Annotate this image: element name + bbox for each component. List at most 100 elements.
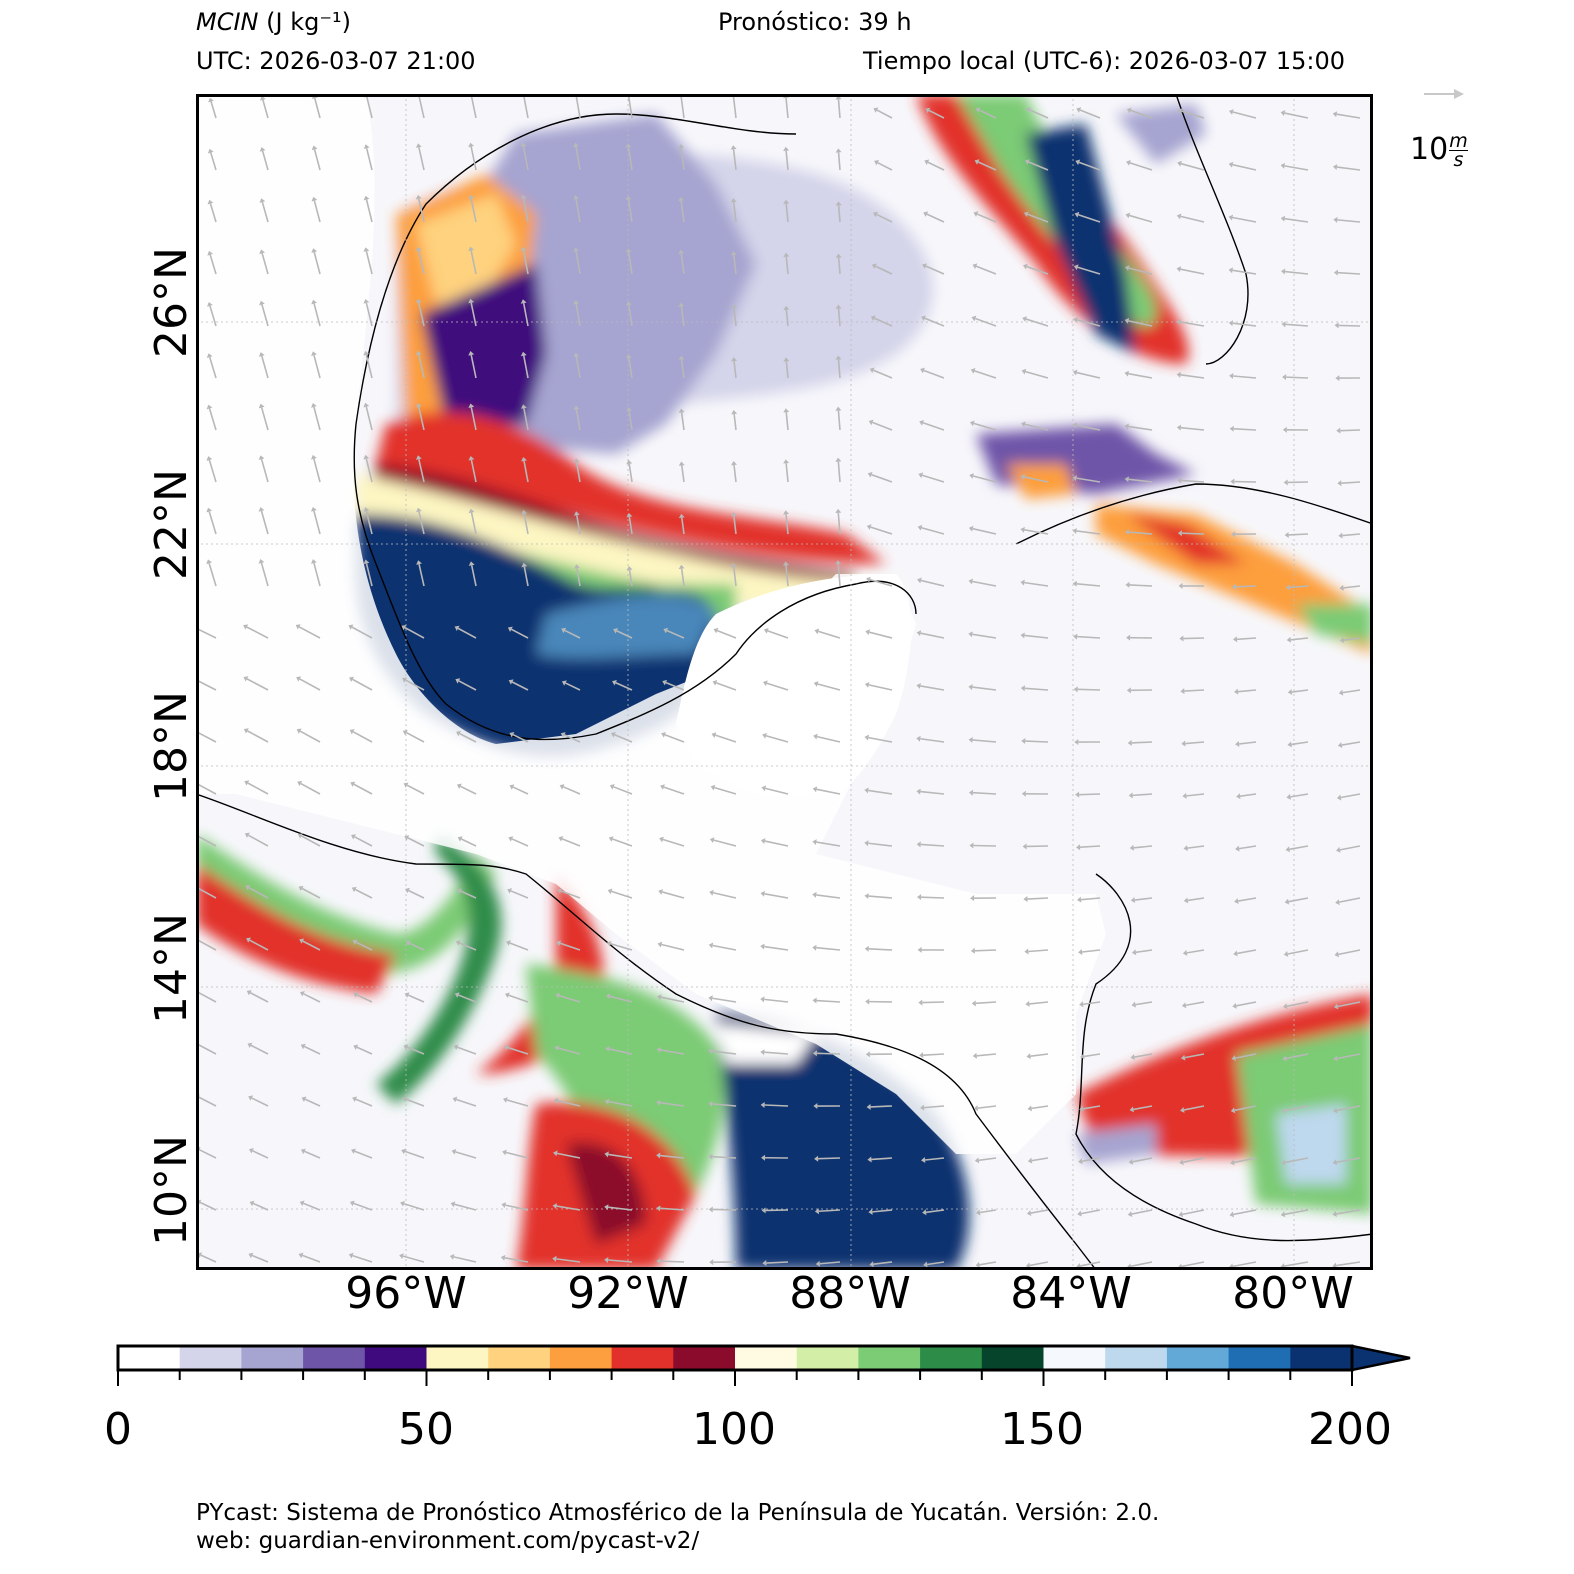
colorbar-cell <box>796 1346 859 1370</box>
wind-vector <box>523 408 529 431</box>
wind-vector-head <box>835 304 842 309</box>
wind-vector-head <box>869 1261 874 1268</box>
wind-vector-head <box>1332 1211 1337 1217</box>
wind-vector <box>972 475 997 483</box>
wind-vector <box>837 512 841 535</box>
wind-vector-head <box>1125 265 1130 272</box>
wind-vector <box>1284 1209 1309 1216</box>
wind-vector-head <box>243 624 249 630</box>
wind-vector <box>575 198 581 223</box>
wind-vector <box>680 359 685 379</box>
wind-vector-head <box>520 194 527 200</box>
wind-vector-head <box>561 627 567 634</box>
wind-vector <box>680 412 685 431</box>
wind-vector <box>1076 424 1101 431</box>
wind-vector-head <box>604 1257 609 1263</box>
wind-vector <box>1342 689 1361 694</box>
wind-vector-head <box>1282 426 1287 433</box>
wind-vector <box>565 682 581 691</box>
wind-vector <box>1129 584 1153 587</box>
wind-vector <box>313 251 321 275</box>
wind-vector-head <box>1228 320 1234 327</box>
wind-vector <box>1336 1105 1361 1112</box>
wind-vector-head <box>1332 164 1338 171</box>
wind-vector <box>1288 897 1309 903</box>
wind-vector <box>314 98 321 119</box>
wind-vector-head <box>762 680 768 687</box>
wind-vector-head <box>297 780 303 787</box>
wind-vector <box>556 1152 581 1159</box>
wind-vector <box>1181 110 1205 119</box>
wind-vector-head <box>1285 584 1290 591</box>
wind-vector <box>405 1098 425 1107</box>
colorbar-tick-50: 50 <box>398 1404 454 1455</box>
wind-vector <box>523 566 529 587</box>
wind-vector <box>356 1046 373 1055</box>
wind-vector <box>816 894 841 899</box>
wind-vector <box>198 1148 217 1159</box>
wind-vector-head <box>520 299 527 304</box>
wind-vector-head <box>970 947 975 954</box>
wind-vector <box>921 527 945 535</box>
wind-vector-head <box>1027 1105 1032 1112</box>
wind-vector-head <box>626 406 633 412</box>
colorbar-cell <box>858 1346 921 1370</box>
wind-vector <box>260 562 269 587</box>
wind-vector-head <box>1336 427 1341 434</box>
wind-vector-head <box>299 1200 305 1207</box>
wind-vector-head <box>206 353 213 359</box>
colorbar-cell <box>488 1346 551 1370</box>
wind-vector <box>977 1105 997 1109</box>
wind-vector-head <box>1124 317 1130 324</box>
wind-vector-head <box>1231 531 1236 538</box>
wind-vector-head <box>712 680 718 686</box>
wind-vector <box>1237 689 1257 693</box>
wind-vector <box>1289 585 1309 589</box>
wind-vector-head <box>351 834 356 840</box>
lon-label-92w: 92°W <box>567 1268 689 1319</box>
wind-vector <box>1236 637 1257 641</box>
wind-vector-head <box>552 1203 558 1210</box>
wind-vector <box>1339 897 1361 903</box>
wind-vector <box>1336 1209 1361 1215</box>
wind-vector <box>714 786 737 795</box>
wind-vector <box>460 838 477 847</box>
wind-vector-head <box>457 836 463 842</box>
wind-vector <box>732 255 737 275</box>
wind-vector <box>575 251 581 275</box>
wind-vector-head <box>917 946 922 953</box>
footer-credit: PYcast: Sistema de Pronóstico Atmosféric… <box>196 1500 1160 1526</box>
wind-vector <box>261 304 269 327</box>
wind-vector-head <box>835 457 842 462</box>
wind-vector <box>976 213 997 223</box>
wind-vector <box>680 253 685 275</box>
wind-vector-head <box>708 1100 713 1107</box>
wind-vector-head <box>352 939 358 945</box>
wind-vector-head <box>864 734 869 741</box>
wind-vector-head <box>813 1103 818 1110</box>
wind-vector-head <box>502 1149 507 1156</box>
wind-vector <box>1336 166 1361 171</box>
wind-vector <box>470 407 477 431</box>
wind-vector-head <box>761 1207 766 1214</box>
wind-vector-head <box>1126 107 1132 114</box>
wind-vector-head <box>296 728 302 734</box>
wind-vector-head <box>1177 108 1183 114</box>
colorbar-cell <box>241 1346 304 1370</box>
wind-vector-head <box>1284 898 1290 905</box>
wind-vector-head <box>1131 1001 1136 1008</box>
wind-vector-head <box>553 1150 558 1157</box>
wind-vector <box>260 510 269 535</box>
wind-vector <box>197 1043 217 1055</box>
colorbar-cell <box>179 1346 242 1370</box>
wind-vector-head <box>1230 1107 1236 1114</box>
wind-vector <box>1285 1105 1309 1112</box>
wind-vector-head <box>867 1156 872 1163</box>
wind-vector-head <box>610 731 616 738</box>
wind-vector-head <box>923 1261 928 1268</box>
wind-vector <box>1232 322 1257 327</box>
wind-vector <box>198 1096 217 1107</box>
wind-vector-head <box>503 1044 509 1051</box>
wind-vector <box>208 511 217 535</box>
wind-vector <box>611 890 633 899</box>
